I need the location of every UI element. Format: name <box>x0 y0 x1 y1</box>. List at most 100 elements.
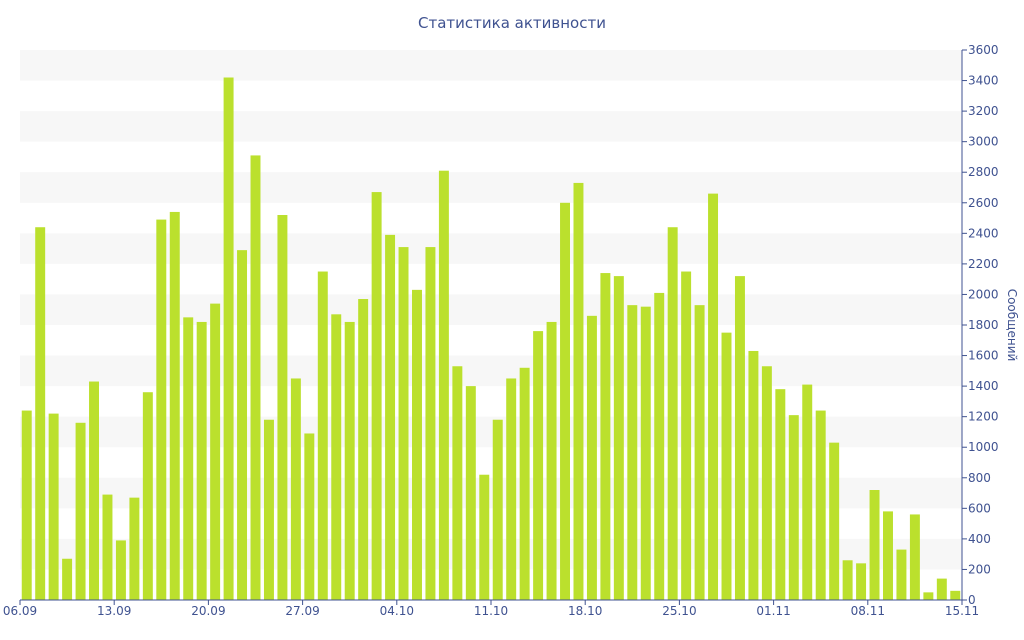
y-tick-label: 2800 <box>968 165 999 179</box>
bar <box>788 415 799 600</box>
x-tick-label: 18.10 <box>568 604 602 618</box>
bar <box>75 422 86 600</box>
y-tick-label: 1800 <box>968 318 999 332</box>
bar <box>210 303 221 600</box>
y-tick-label: 200 <box>968 562 991 576</box>
bar <box>627 305 638 600</box>
bar <box>412 289 422 600</box>
bar <box>546 321 557 600</box>
bar <box>586 315 597 600</box>
bar <box>290 378 301 600</box>
x-tick-label: 06.09 <box>3 604 37 618</box>
bar <box>35 227 46 600</box>
y-tick-label: 2000 <box>968 287 999 301</box>
bar <box>250 155 261 601</box>
bar <box>21 410 32 600</box>
bar <box>102 494 113 600</box>
bar <box>748 350 759 600</box>
bar <box>89 381 99 600</box>
bar <box>129 497 140 600</box>
bar <box>425 247 436 600</box>
bar <box>533 331 544 600</box>
bar <box>681 271 692 600</box>
bar <box>344 321 355 600</box>
bar <box>883 511 893 600</box>
x-tick-label: 27.09 <box>285 604 319 618</box>
bar <box>950 590 961 600</box>
y-tick-label: 1200 <box>968 410 999 424</box>
bar <box>842 560 853 600</box>
bar <box>802 384 813 600</box>
bar <box>465 386 476 600</box>
bar <box>452 366 463 600</box>
y-tick-label: 0 <box>968 593 976 607</box>
bar <box>371 192 382 600</box>
x-tick-label: 13.09 <box>97 604 131 618</box>
grid-band <box>20 111 962 142</box>
bar <box>115 540 126 600</box>
bar <box>331 314 342 600</box>
bar <box>48 413 59 600</box>
bar <box>896 549 907 600</box>
y-tick-label: 600 <box>968 501 991 515</box>
y-tick-label: 1400 <box>968 379 999 393</box>
bar <box>775 389 786 600</box>
bar <box>761 366 772 600</box>
bar <box>667 227 678 600</box>
grid-band <box>20 172 962 203</box>
x-tick-label: 04.10 <box>380 604 414 618</box>
bar <box>223 77 234 600</box>
bar <box>277 215 288 600</box>
bar <box>519 367 530 600</box>
bar <box>694 305 705 600</box>
y-tick-label: 1600 <box>968 349 999 363</box>
y-tick-label: 3600 <box>968 43 999 57</box>
y-tick-label: 1000 <box>968 440 999 454</box>
bar <box>304 433 315 600</box>
y-tick-label: 2400 <box>968 226 999 240</box>
bar <box>909 514 920 600</box>
bar <box>708 193 719 601</box>
bar <box>237 250 248 600</box>
bar <box>183 317 194 600</box>
x-tick-label: 20.09 <box>191 604 225 618</box>
bar <box>398 247 409 600</box>
bar <box>721 332 732 600</box>
bar <box>734 276 745 600</box>
grid-band <box>20 50 962 81</box>
bar <box>936 578 947 600</box>
bar <box>573 182 584 601</box>
bar <box>358 299 369 600</box>
y-tick-label: 3000 <box>968 135 999 149</box>
bar <box>923 592 934 600</box>
chart-title: Статистика активности <box>418 14 606 32</box>
x-tick-label: 15.11 <box>945 604 979 618</box>
bar <box>506 378 517 600</box>
bar <box>869 490 880 600</box>
bar <box>856 563 867 600</box>
bar-series <box>21 77 961 601</box>
bar <box>142 392 153 600</box>
bar <box>829 442 840 600</box>
bar <box>600 273 611 600</box>
bar <box>613 276 624 600</box>
bar <box>492 419 503 600</box>
x-tick-label: 11.10 <box>474 604 508 618</box>
bar <box>438 170 449 600</box>
bar <box>560 202 570 600</box>
bar <box>62 558 73 600</box>
y-tick-label: 3200 <box>968 104 999 118</box>
y-tick-label: 2600 <box>968 196 999 210</box>
bar <box>317 271 328 600</box>
bar <box>479 474 490 600</box>
y-tick-label: 400 <box>968 532 991 546</box>
bar <box>815 410 826 600</box>
y-axis: 0 200 400 600 800 1000 1200 1400 1600 1800 2000 220… <box>961 43 999 607</box>
bar <box>640 306 651 600</box>
x-tick-label: 08.11 <box>851 604 885 618</box>
y-tick-label: 3400 <box>968 74 999 88</box>
bar <box>263 419 274 600</box>
bar <box>169 211 180 600</box>
x-tick-label: 25.10 <box>662 604 696 618</box>
